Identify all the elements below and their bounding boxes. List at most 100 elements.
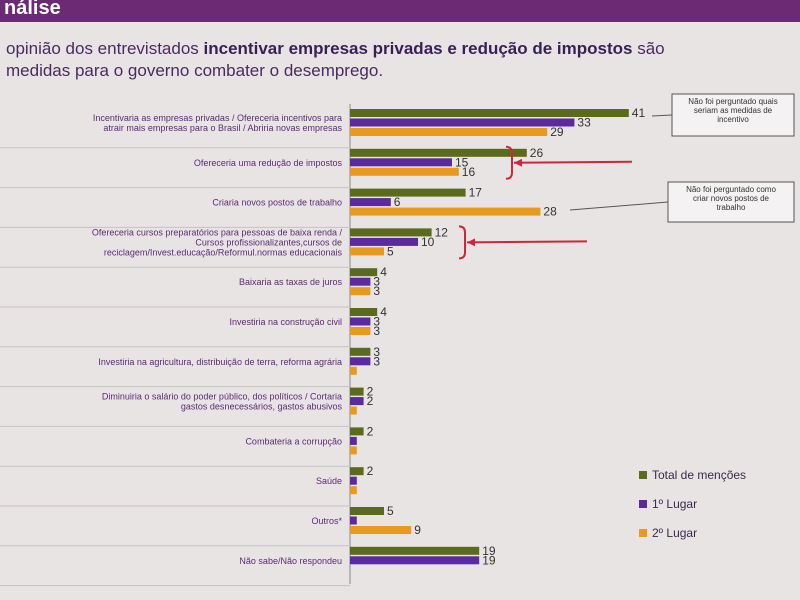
note-text: criar novos postos de <box>693 194 770 203</box>
bar-first <box>350 277 371 286</box>
bar-first <box>350 397 364 406</box>
note-text: Não foi perguntado quais <box>688 97 777 106</box>
bar-first <box>350 198 391 207</box>
category-label: Investiria na construção civil <box>229 317 342 327</box>
data-label: 12 <box>435 225 449 239</box>
bar-first <box>350 516 357 525</box>
bar-first <box>350 476 357 485</box>
note-box <box>667 181 795 223</box>
bar-second <box>350 327 371 335</box>
bar-second <box>350 128 548 136</box>
data-label: 2 <box>367 394 374 408</box>
data-label: 28 <box>543 205 557 219</box>
header-bar: nálise <box>0 0 800 22</box>
bar-first <box>350 357 371 366</box>
bar-first <box>350 237 418 246</box>
data-label: 2 <box>367 385 374 399</box>
category-label: Diminuiria o salário do poder público, d… <box>102 392 342 402</box>
bar-total <box>350 387 364 396</box>
data-label: 9 <box>414 523 421 537</box>
data-label: 16 <box>462 165 476 179</box>
cursos-arrow <box>466 240 588 244</box>
bar-second <box>350 167 459 176</box>
bar-second <box>350 247 384 256</box>
legend-label: 1º Lugar <box>652 497 697 511</box>
category-label: Baixaria as taxas de juros <box>239 277 343 287</box>
bar-first <box>350 158 452 167</box>
bar-first <box>350 317 371 326</box>
category-label: Ofereceria uma redução de impostos <box>194 158 343 168</box>
category-label: gastos desnecessários, gastos abusivos <box>181 402 343 412</box>
subtitle-part2: são <box>632 39 665 58</box>
data-label: 29 <box>550 125 564 139</box>
impostos-arrow <box>513 160 633 164</box>
category-label: reciclagem/Invest.educação/Reformul.norm… <box>104 247 343 257</box>
bar-second <box>350 207 541 216</box>
category-label: Criaria novos postos de trabalho <box>212 198 342 208</box>
data-label: 41 <box>632 106 646 120</box>
data-label: 3 <box>373 324 380 338</box>
data-label: 19 <box>482 553 496 567</box>
category-label: Não sabe/Não respondeu <box>239 556 342 566</box>
bar-total <box>350 268 378 277</box>
legend-swatch-first <box>639 500 647 508</box>
bar-total <box>350 109 629 117</box>
data-label: 3 <box>373 345 380 359</box>
data-label: 2 <box>367 464 374 478</box>
data-label: 33 <box>577 116 591 130</box>
cursos-bracket <box>458 225 466 260</box>
bar-first <box>350 556 480 565</box>
bar-total <box>350 228 432 237</box>
category-label: Saúde <box>316 476 342 486</box>
note-pointer <box>651 114 673 117</box>
legend-swatch-total <box>639 471 647 479</box>
data-label: 2 <box>367 424 374 438</box>
data-label: 3 <box>373 284 380 298</box>
legend-swatch-second <box>639 529 647 537</box>
bar-total <box>350 188 466 197</box>
category-label: atrair mais empresas para o Brasil / Abr… <box>103 123 342 133</box>
header-title: nálise <box>4 0 61 19</box>
data-label: 6 <box>394 195 401 209</box>
bar-second <box>350 446 357 455</box>
category-label: Incentivaria as empresas privadas / Ofer… <box>93 113 342 123</box>
data-label: 5 <box>387 244 394 258</box>
data-label: 19 <box>482 544 496 558</box>
bar-total <box>350 347 371 356</box>
data-label: 3 <box>373 275 380 289</box>
note-box <box>671 93 795 137</box>
category-label: Combateria a corrupção <box>245 436 342 446</box>
data-label: 4 <box>380 265 387 279</box>
bar-total <box>350 546 480 555</box>
bar-second <box>350 366 357 375</box>
note-text: incentivo <box>717 115 749 124</box>
bar-total <box>350 467 364 476</box>
legend-label: Total de menções <box>652 468 746 482</box>
impostos-bracket <box>505 145 513 180</box>
category-label: Investiria na agricultura, distribuição … <box>98 357 342 367</box>
data-label: 17 <box>469 186 483 200</box>
category-label: Outros* <box>311 516 342 526</box>
cursos-arrowhead <box>467 238 475 247</box>
data-label: 15 <box>455 155 469 169</box>
data-label: 3 <box>373 315 380 329</box>
bar-second <box>350 287 371 296</box>
bar-first <box>350 118 575 127</box>
bar-total <box>350 507 384 515</box>
data-label: 26 <box>530 146 544 160</box>
data-label: 10 <box>421 235 435 249</box>
subtitle-bold: incentivar empresas privadas e redução d… <box>203 39 633 58</box>
impostos-arrowhead <box>514 158 522 167</box>
category-label: Cursos profissionalizantes,cursos de <box>195 237 342 247</box>
note-pointer <box>569 201 669 211</box>
data-label: 4 <box>380 305 387 319</box>
chart-subtitle: opinião dos entrevistados incentivar emp… <box>6 38 796 82</box>
note-text: Não foi perguntado como <box>686 185 776 194</box>
bar-first <box>350 436 357 445</box>
bar-total <box>350 427 364 436</box>
data-label: 3 <box>373 354 380 368</box>
bar-second <box>350 406 357 415</box>
subtitle-part1: opinião dos entrevistados <box>6 39 204 58</box>
category-label: Ofereceria cursos preparatórios para pes… <box>92 227 343 237</box>
